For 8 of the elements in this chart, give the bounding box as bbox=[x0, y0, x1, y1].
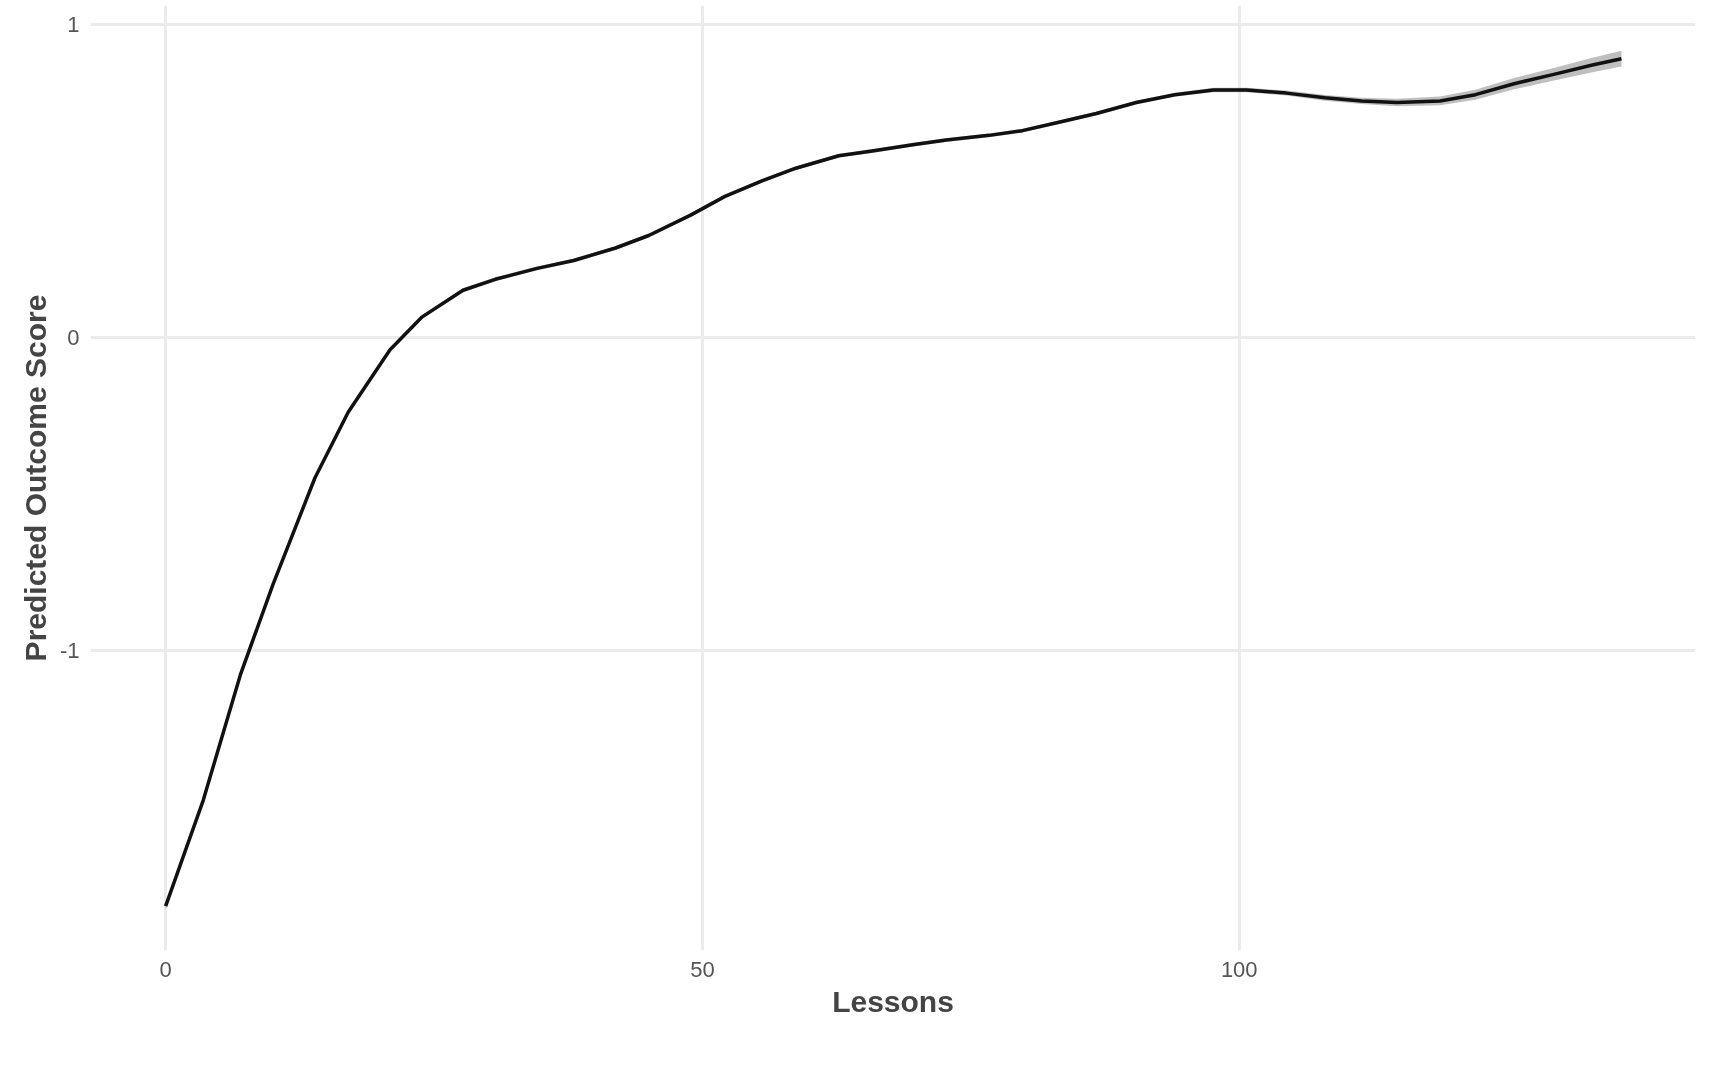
y-tick-label: 1 bbox=[67, 11, 80, 37]
x-tick-label: 100 bbox=[1220, 956, 1258, 982]
y-tick-label: 0 bbox=[67, 324, 80, 350]
y-tick-label: -1 bbox=[59, 637, 80, 663]
y-axis-title: Predicted Outcome Score bbox=[18, 294, 52, 662]
x-axis-title: Lessons bbox=[832, 984, 954, 1018]
x-tick-label: 0 bbox=[159, 956, 172, 982]
x-tick-label: 50 bbox=[690, 956, 715, 982]
